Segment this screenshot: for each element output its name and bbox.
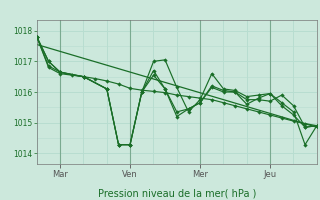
Text: Pression niveau de la mer( hPa ): Pression niveau de la mer( hPa ) <box>98 188 256 198</box>
